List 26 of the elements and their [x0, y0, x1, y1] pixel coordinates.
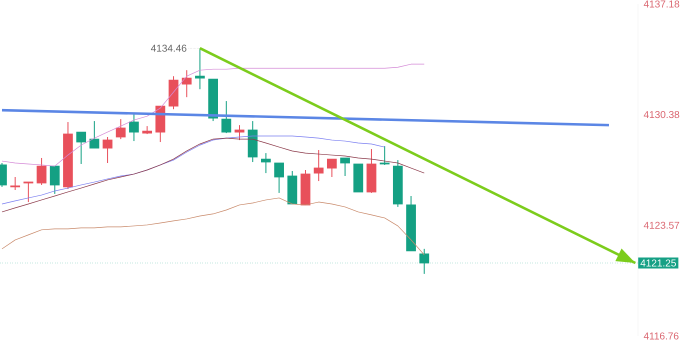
candlestick: [129, 114, 139, 142]
candlestick: [182, 70, 192, 98]
candlestick: [261, 152, 271, 174]
candlestick: [221, 100, 232, 134]
candlestick: [89, 120, 100, 149]
ref-line-label: 4121.25: [640, 259, 676, 267]
candlestick: [23, 182, 34, 203]
y-tick-label: 4130.38: [644, 111, 680, 118]
candlestick: [36, 157, 46, 186]
annotation: 4134.46: [150, 44, 186, 52]
candlestick: [234, 124, 244, 141]
candlestick: [274, 162, 284, 194]
line-series: [2, 138, 425, 212]
candlestick: [116, 118, 126, 140]
candlestick: [314, 150, 324, 182]
candlestick: [326, 158, 337, 178]
candlestick: [10, 176, 20, 190]
y-tick-label: 4123.57: [644, 222, 680, 229]
candlestick: [50, 166, 60, 194]
candlestick: [340, 157, 350, 177]
candlestick: [76, 132, 86, 164]
candlestick: [380, 146, 390, 166]
candlestick: [102, 136, 112, 164]
y-tick-label: 4116.76: [644, 332, 679, 340]
candlestick: [195, 48, 205, 90]
y-tick-label: 4137.18: [644, 0, 680, 8]
